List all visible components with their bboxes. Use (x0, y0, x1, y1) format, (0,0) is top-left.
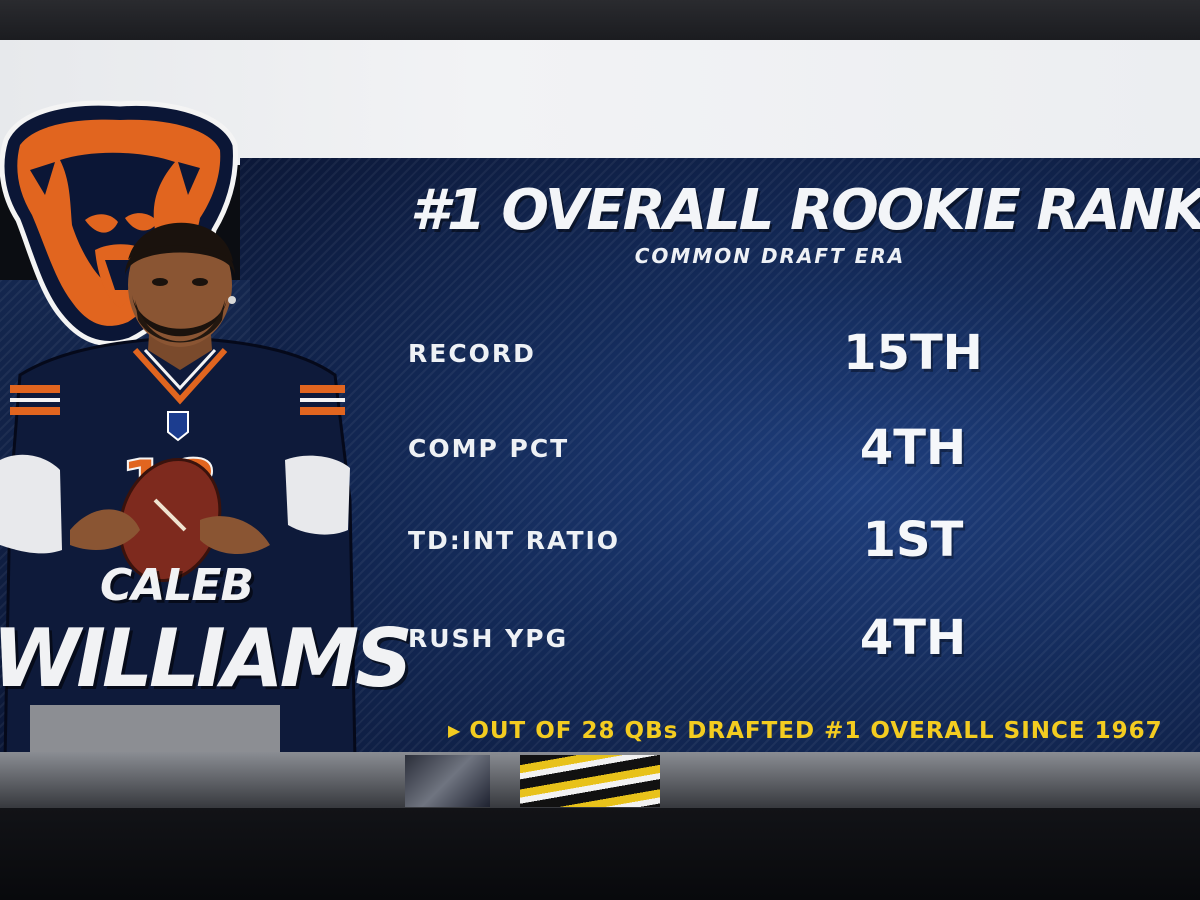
play-triangle-icon: ▶ (448, 721, 462, 740)
rank-row-record: RECORD 15TH (408, 325, 1108, 385)
rank-label: RUSH YPG (408, 624, 569, 653)
footnote: ▶ OUT OF 28 QBs DRAFTED #1 OVERALL SINCE … (448, 718, 1163, 744)
stats-panel (240, 158, 1200, 758)
tv-bezel-top (0, 0, 1200, 42)
player-first-name: CALEB (100, 560, 254, 611)
ticker-image-1 (405, 755, 490, 807)
ticker-image-2 (520, 755, 660, 807)
rank-label: TD:INT RATIO (408, 526, 621, 555)
tv-bezel-bottom (0, 808, 1200, 900)
rank-row-td-int-ratio: TD:INT RATIO 1ST (408, 512, 1108, 572)
rank-value: 4TH (859, 420, 967, 476)
player-last-name: WILLIAMS (0, 612, 413, 705)
rank-label: RECORD (408, 339, 536, 368)
graphic-subtitle: COMMON DRAFT ERA (634, 244, 906, 268)
rank-value: 4TH (859, 610, 967, 666)
rank-label: COMP PCT (408, 434, 570, 463)
rank-value: 15TH (843, 325, 983, 381)
rank-row-comp-pct: COMP PCT 4TH (408, 420, 1108, 480)
rank-value: 1ST (862, 512, 964, 568)
graphic-title: #1 OVERALL ROOKIE RANKS (410, 178, 1200, 243)
player-illustration: 18 (0, 222, 357, 760)
rank-row-rush-ypg: RUSH YPG 4TH (408, 610, 1108, 670)
footnote-text: OUT OF 28 QBs DRAFTED #1 OVERALL SINCE 1… (469, 718, 1163, 744)
